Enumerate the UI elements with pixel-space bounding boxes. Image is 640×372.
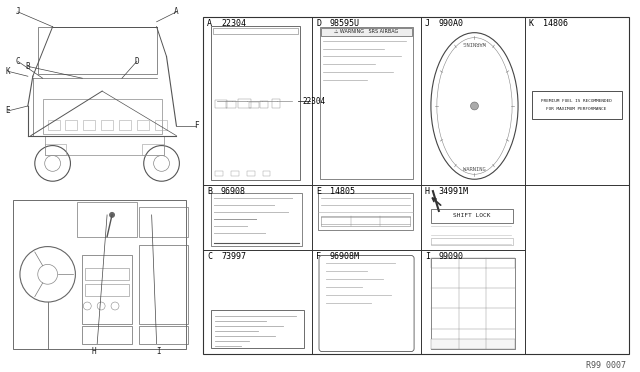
Bar — [139, 326, 188, 344]
Text: A: A — [207, 19, 212, 28]
Text: J: J — [15, 7, 20, 16]
Text: C: C — [15, 57, 20, 66]
Text: I: I — [156, 347, 161, 356]
Bar — [141, 144, 164, 155]
Bar — [320, 27, 413, 179]
Text: ⚠ WARNING   SRS AIRBAG: ⚠ WARNING SRS AIRBAG — [335, 29, 399, 34]
Bar — [321, 28, 412, 36]
Text: H: H — [425, 187, 430, 196]
Bar — [215, 171, 223, 176]
Bar — [43, 99, 161, 134]
Text: WARNING: WARNING — [463, 40, 486, 45]
Bar — [83, 326, 132, 344]
Text: 73997: 73997 — [221, 251, 246, 260]
Text: 34991M: 34991M — [439, 187, 469, 196]
Text: 990A0: 990A0 — [439, 19, 464, 28]
Bar — [155, 120, 166, 130]
Bar — [431, 238, 513, 245]
Bar — [85, 284, 129, 296]
Text: 96908M: 96908M — [330, 251, 360, 260]
Bar — [83, 120, 95, 130]
Bar — [13, 200, 186, 349]
Bar — [262, 171, 271, 176]
Text: 99090: 99090 — [439, 251, 464, 260]
Bar — [321, 216, 410, 226]
Bar — [137, 120, 148, 130]
Text: F: F — [316, 251, 321, 260]
Text: FOR MAXIMUM PERFORMANCE: FOR MAXIMUM PERFORMANCE — [547, 107, 607, 111]
Circle shape — [109, 212, 115, 218]
Text: B: B — [26, 62, 30, 71]
Text: D: D — [134, 57, 139, 66]
Text: J: J — [425, 19, 430, 28]
Text: 22304: 22304 — [302, 96, 325, 106]
Text: B: B — [207, 187, 212, 196]
Text: 14806: 14806 — [543, 19, 568, 28]
Text: 22304: 22304 — [221, 19, 246, 28]
Text: F: F — [194, 121, 198, 130]
Bar — [249, 102, 259, 108]
Bar — [227, 101, 236, 108]
Bar — [237, 99, 250, 108]
Bar — [231, 171, 239, 176]
Bar — [318, 193, 413, 230]
Text: 96908: 96908 — [221, 187, 246, 196]
Bar — [532, 91, 622, 119]
Bar — [45, 144, 67, 155]
Text: K: K — [529, 19, 534, 28]
Bar — [431, 339, 515, 349]
Bar — [65, 120, 77, 130]
Text: WARNING: WARNING — [463, 167, 486, 172]
Circle shape — [470, 102, 479, 110]
Text: E: E — [316, 187, 321, 196]
Bar — [260, 101, 268, 108]
Text: 14805: 14805 — [330, 187, 355, 196]
Bar — [139, 207, 188, 237]
Bar — [213, 28, 298, 34]
Text: K: K — [6, 67, 10, 76]
Text: R99 0007: R99 0007 — [586, 362, 626, 371]
Text: E: E — [6, 106, 10, 115]
Text: H: H — [92, 347, 97, 356]
Bar — [211, 193, 302, 246]
Text: PREMIUM FUEL IS RECOMMENDED: PREMIUM FUEL IS RECOMMENDED — [541, 99, 612, 103]
Bar — [101, 120, 113, 130]
Bar — [47, 120, 60, 130]
Bar — [431, 209, 513, 223]
Bar — [139, 245, 188, 324]
Text: 98595U: 98595U — [330, 19, 360, 28]
Bar — [77, 202, 137, 237]
Bar — [211, 310, 304, 347]
Bar — [246, 171, 255, 176]
Text: SHIFT LOCK: SHIFT LOCK — [452, 214, 490, 218]
Bar — [271, 99, 280, 108]
Text: D: D — [316, 19, 321, 28]
Text: A: A — [174, 7, 179, 16]
Bar — [203, 17, 629, 353]
Text: I: I — [425, 251, 430, 260]
Bar — [211, 26, 300, 180]
Text: C: C — [207, 251, 212, 260]
Bar — [119, 120, 131, 130]
Bar — [83, 254, 132, 324]
Bar — [85, 268, 129, 280]
Bar — [431, 259, 515, 349]
Bar — [38, 27, 157, 74]
Bar — [45, 136, 164, 155]
Bar — [431, 259, 515, 268]
Bar — [215, 100, 227, 108]
